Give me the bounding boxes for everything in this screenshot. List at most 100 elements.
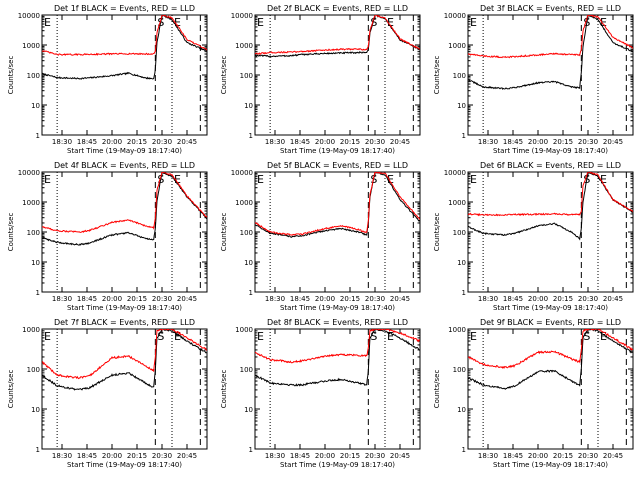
panel-title: Det 8f BLACK = Events, RED = LLD xyxy=(267,318,408,327)
detector-panel: Det 8f BLACK = Events, RED = LLD 1 10 100 10… xyxy=(220,318,421,469)
panel-title: Det 5f BLACK = Events, RED = LLD xyxy=(267,161,408,170)
y-axis-label: Counts/sec xyxy=(7,213,15,252)
y-tick-label: 1 xyxy=(36,289,40,297)
series-line-lld xyxy=(42,15,207,57)
y-axis-label: Counts/sec xyxy=(7,56,15,95)
detector-panel: Det 7f BLACK = Events, RED = LLD 1 10 100 10… xyxy=(7,318,208,469)
y-tick-label: 1 xyxy=(462,132,466,140)
x-tick-label: 20:00 xyxy=(102,452,122,460)
time-marker-label: E xyxy=(387,173,394,186)
time-marker-label: E xyxy=(600,173,607,186)
time-marker-label: E xyxy=(470,16,477,29)
x-tick-label: 20:45 xyxy=(390,452,410,460)
y-tick-label: 1000 xyxy=(448,199,466,207)
x-tick-label: 20:15 xyxy=(553,295,573,303)
y-axis-label: Counts/sec xyxy=(433,213,441,252)
x-tick-label: 18:30 xyxy=(478,452,498,460)
y-tick-label: 100 xyxy=(453,72,466,80)
series-line-events xyxy=(468,329,633,390)
time-marker-label: S xyxy=(370,16,377,29)
panel-title: Det 7f BLACK = Events, RED = LLD xyxy=(54,318,195,327)
y-tick-label: 1 xyxy=(462,446,466,454)
x-tick-label: 18:45 xyxy=(77,452,97,460)
time-marker-label: S xyxy=(157,330,164,343)
y-tick-label: 100 xyxy=(453,229,466,237)
series-line-events xyxy=(255,329,420,387)
detector-panel: Det 2f BLACK = Events, RED = LLD 1 10 100 10… xyxy=(220,4,421,155)
series-line-events xyxy=(42,172,207,246)
plot-frame xyxy=(467,171,634,293)
x-tick-label: 18:45 xyxy=(290,295,310,303)
panel-title: Det 2f BLACK = Events, RED = LLD xyxy=(267,4,408,13)
x-tick-label: 18:45 xyxy=(290,452,310,460)
x-axis-label: Start Time (19-May-09 18:17:40) xyxy=(67,147,182,155)
series-line-lld xyxy=(255,329,420,364)
time-marker-label: E xyxy=(600,16,607,29)
y-tick-label: 10000 xyxy=(444,169,466,177)
x-tick-label: 20:45 xyxy=(603,138,623,146)
x-tick-label: 20:00 xyxy=(102,138,122,146)
y-tick-label: 10000 xyxy=(231,169,253,177)
y-tick-label: 10000 xyxy=(231,12,253,20)
time-marker-label: E xyxy=(470,330,477,343)
y-tick-label: 100 xyxy=(240,366,253,374)
y-tick-label: 10 xyxy=(457,259,466,267)
x-axis-label: Start Time (19-May-09 18:17:40) xyxy=(493,147,608,155)
y-tick-label: 1000 xyxy=(235,42,253,50)
detector-panel: Det 5f BLACK = Events, RED = LLD 1 10 100 10… xyxy=(220,161,421,312)
time-marker-label: E xyxy=(387,330,394,343)
y-tick-label: 10 xyxy=(244,102,253,110)
series-line-events xyxy=(255,15,420,58)
y-axis-label: Counts/sec xyxy=(220,213,228,252)
x-tick-label: 18:30 xyxy=(52,138,72,146)
time-marker-label: E xyxy=(44,330,51,343)
time-marker-label: E xyxy=(257,173,264,186)
x-tick-label: 18:45 xyxy=(503,452,523,460)
x-tick-label: 20:00 xyxy=(528,138,548,146)
x-tick-label: 18:30 xyxy=(478,295,498,303)
time-marker-label: E xyxy=(174,173,181,186)
y-tick-label: 100 xyxy=(240,72,253,80)
panel-title: Det 1f BLACK = Events, RED = LLD xyxy=(54,4,195,13)
y-axis-label: Counts/sec xyxy=(220,370,228,409)
x-tick-label: 20:00 xyxy=(315,295,335,303)
plot-frame xyxy=(467,328,634,450)
x-tick-label: 20:30 xyxy=(578,452,598,460)
time-marker-label: E xyxy=(600,330,607,343)
y-axis-label: Counts/sec xyxy=(433,370,441,409)
x-tick-label: 20:45 xyxy=(390,295,410,303)
x-tick-label: 20:15 xyxy=(340,452,360,460)
x-tick-label: 20:15 xyxy=(553,452,573,460)
time-marker-label: S xyxy=(583,330,590,343)
y-tick-label: 10 xyxy=(31,406,40,414)
x-tick-label: 18:45 xyxy=(503,295,523,303)
x-axis-label: Start Time (19-May-09 18:17:40) xyxy=(493,304,608,312)
time-marker-label: E xyxy=(174,16,181,29)
y-tick-label: 1000 xyxy=(22,199,40,207)
panel-title: Det 6f BLACK = Events, RED = LLD xyxy=(480,161,621,170)
time-marker-label: E xyxy=(387,16,394,29)
detector-panel: Det 6f BLACK = Events, RED = LLD 1 10 100 10… xyxy=(433,161,634,312)
x-tick-label: 18:30 xyxy=(478,138,498,146)
y-tick-label: 10 xyxy=(31,259,40,267)
x-tick-label: 20:15 xyxy=(127,138,147,146)
y-tick-label: 100 xyxy=(453,366,466,374)
y-tick-label: 1000 xyxy=(22,326,40,334)
x-tick-label: 20:45 xyxy=(177,295,197,303)
series-line-events xyxy=(255,172,420,238)
x-tick-label: 20:15 xyxy=(127,452,147,460)
y-tick-label: 100 xyxy=(27,229,40,237)
x-axis-label: Start Time (19-May-09 18:17:40) xyxy=(280,304,395,312)
y-tick-label: 1 xyxy=(36,132,40,140)
x-tick-label: 20:00 xyxy=(315,138,335,146)
panel-title: Det 4f BLACK = Events, RED = LLD xyxy=(54,161,195,170)
x-tick-label: 20:45 xyxy=(603,452,623,460)
x-axis-label: Start Time (19-May-09 18:17:40) xyxy=(280,147,395,155)
y-tick-label: 10 xyxy=(31,102,40,110)
series-line-events xyxy=(468,172,633,241)
x-tick-label: 18:45 xyxy=(77,295,97,303)
detector-panel: Det 1f BLACK = Events, RED = LLD 1 10 100 10… xyxy=(7,4,208,155)
x-tick-label: 18:30 xyxy=(52,452,72,460)
series-line-events xyxy=(42,329,207,391)
y-tick-label: 100 xyxy=(240,229,253,237)
